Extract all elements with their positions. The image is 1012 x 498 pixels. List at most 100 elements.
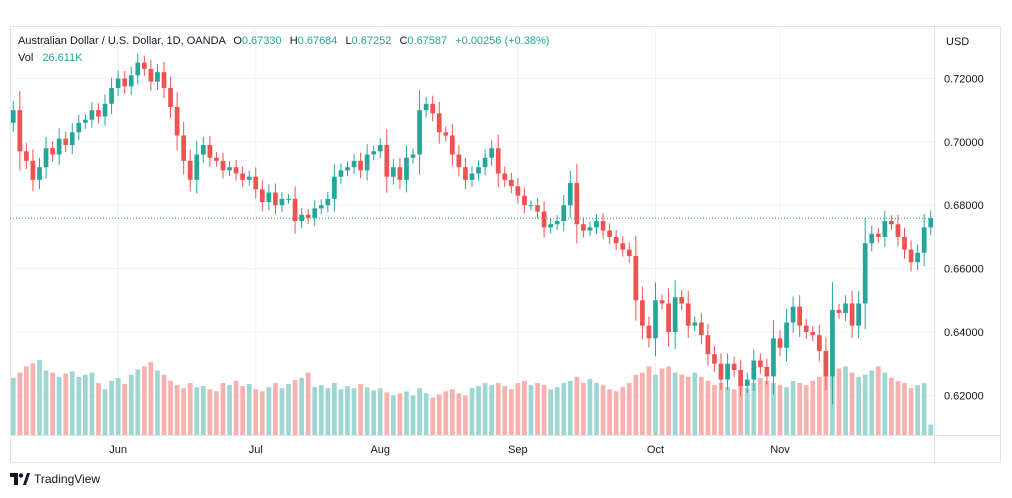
volume-bar	[718, 383, 724, 435]
volume-bar	[109, 380, 114, 435]
volume-bar	[312, 387, 318, 435]
volume-bar	[318, 385, 324, 435]
candle-body	[449, 135, 455, 155]
volume-bar	[928, 424, 934, 435]
candle-body	[181, 135, 187, 161]
candle-body	[541, 211, 547, 228]
volume-bar	[83, 374, 88, 435]
volume-bar	[620, 387, 626, 435]
volume-bar	[246, 384, 252, 435]
volume-bar	[908, 388, 914, 435]
volume-bar	[69, 371, 75, 435]
time-tick: Oct	[647, 444, 664, 456]
candle-body	[777, 338, 783, 348]
volume-bar	[299, 377, 304, 435]
candle-body	[30, 160, 36, 180]
price-tick: 0.62000	[944, 390, 984, 402]
candlestick-chart[interactable]: USD 0.720000.700000.680000.660000.640000…	[10, 26, 1001, 463]
candle-body	[391, 167, 396, 177]
volume-bar	[233, 380, 239, 435]
volume-bar	[273, 383, 278, 435]
volume-bar	[423, 393, 429, 435]
tradingview-brand: TradingView	[34, 472, 101, 486]
volume-bar	[404, 391, 409, 435]
volume-bar	[548, 389, 553, 435]
volume-bar	[200, 386, 206, 435]
candle-body	[535, 205, 540, 212]
candle-body	[508, 179, 514, 187]
candle-body	[397, 167, 403, 180]
candle-body	[279, 198, 285, 206]
volume-bar	[508, 389, 514, 435]
candle-body	[89, 110, 95, 120]
candle-body	[803, 325, 809, 332]
candle-body	[128, 75, 134, 87]
candle-body	[207, 145, 213, 158]
candle-body	[672, 297, 678, 332]
volume-bar	[436, 394, 442, 435]
volume-bar	[384, 392, 390, 435]
candle-body	[771, 338, 776, 377]
candle-body	[377, 145, 383, 152]
candle-body	[410, 154, 416, 158]
volume-bar	[757, 377, 763, 435]
candle-body	[312, 208, 318, 218]
volume-bar	[377, 388, 383, 435]
candle-body	[364, 154, 370, 171]
candle-body	[115, 78, 121, 88]
volume-bar	[141, 366, 147, 435]
volume-bar	[902, 383, 907, 435]
candle-body	[921, 227, 927, 253]
candle-body	[63, 138, 69, 146]
ohlc-legend: Australian Dollar / U.S. Dollar, 1D, OAN…	[18, 35, 549, 47]
volume-bar	[810, 380, 816, 435]
candle-body	[76, 122, 82, 133]
candle-body	[849, 303, 855, 326]
price-tick: 0.64000	[944, 327, 984, 339]
candles	[10, 53, 934, 405]
volume-bar	[135, 369, 141, 435]
volume-bar	[725, 387, 730, 435]
volume-bar	[849, 372, 855, 435]
volume-bar	[889, 377, 894, 435]
volume-bar	[594, 383, 599, 435]
candle-body	[666, 303, 671, 332]
candle-body	[161, 72, 167, 88]
candle-body	[594, 221, 599, 228]
volume-bar	[843, 366, 848, 435]
volume-bar	[489, 385, 495, 435]
candle-body	[554, 221, 560, 225]
candle-body	[83, 119, 88, 123]
volume-bar	[161, 374, 167, 435]
candle-body	[168, 87, 173, 107]
candle-body	[823, 351, 829, 377]
volume-bar	[784, 387, 789, 435]
candle-body	[463, 167, 468, 180]
candle-body	[37, 167, 42, 180]
candle-body	[882, 221, 888, 237]
volume-bar	[764, 380, 770, 435]
candle-body	[141, 62, 147, 69]
candle-body	[10, 110, 16, 123]
candle-body	[430, 103, 436, 114]
volume-bar	[115, 377, 121, 435]
volume-bar	[554, 387, 560, 435]
time-tick: Jun	[109, 444, 127, 456]
volume-bar	[613, 391, 619, 435]
candle-body	[705, 335, 711, 355]
candle-body	[836, 309, 842, 313]
tradingview-footer[interactable]: TradingView	[10, 472, 100, 486]
volume-bar	[56, 376, 62, 435]
candle-body	[862, 243, 868, 304]
volume-bar	[449, 389, 455, 435]
candle-body	[227, 167, 232, 171]
volume-bar	[541, 385, 547, 435]
volume-bar	[456, 393, 462, 435]
candle-body	[712, 354, 717, 364]
volume-bar	[502, 386, 508, 435]
volume-bar	[528, 385, 534, 435]
candle-body	[718, 363, 724, 380]
volume-bar	[76, 376, 82, 435]
volume-bar	[581, 383, 586, 435]
candle-body	[574, 183, 580, 225]
